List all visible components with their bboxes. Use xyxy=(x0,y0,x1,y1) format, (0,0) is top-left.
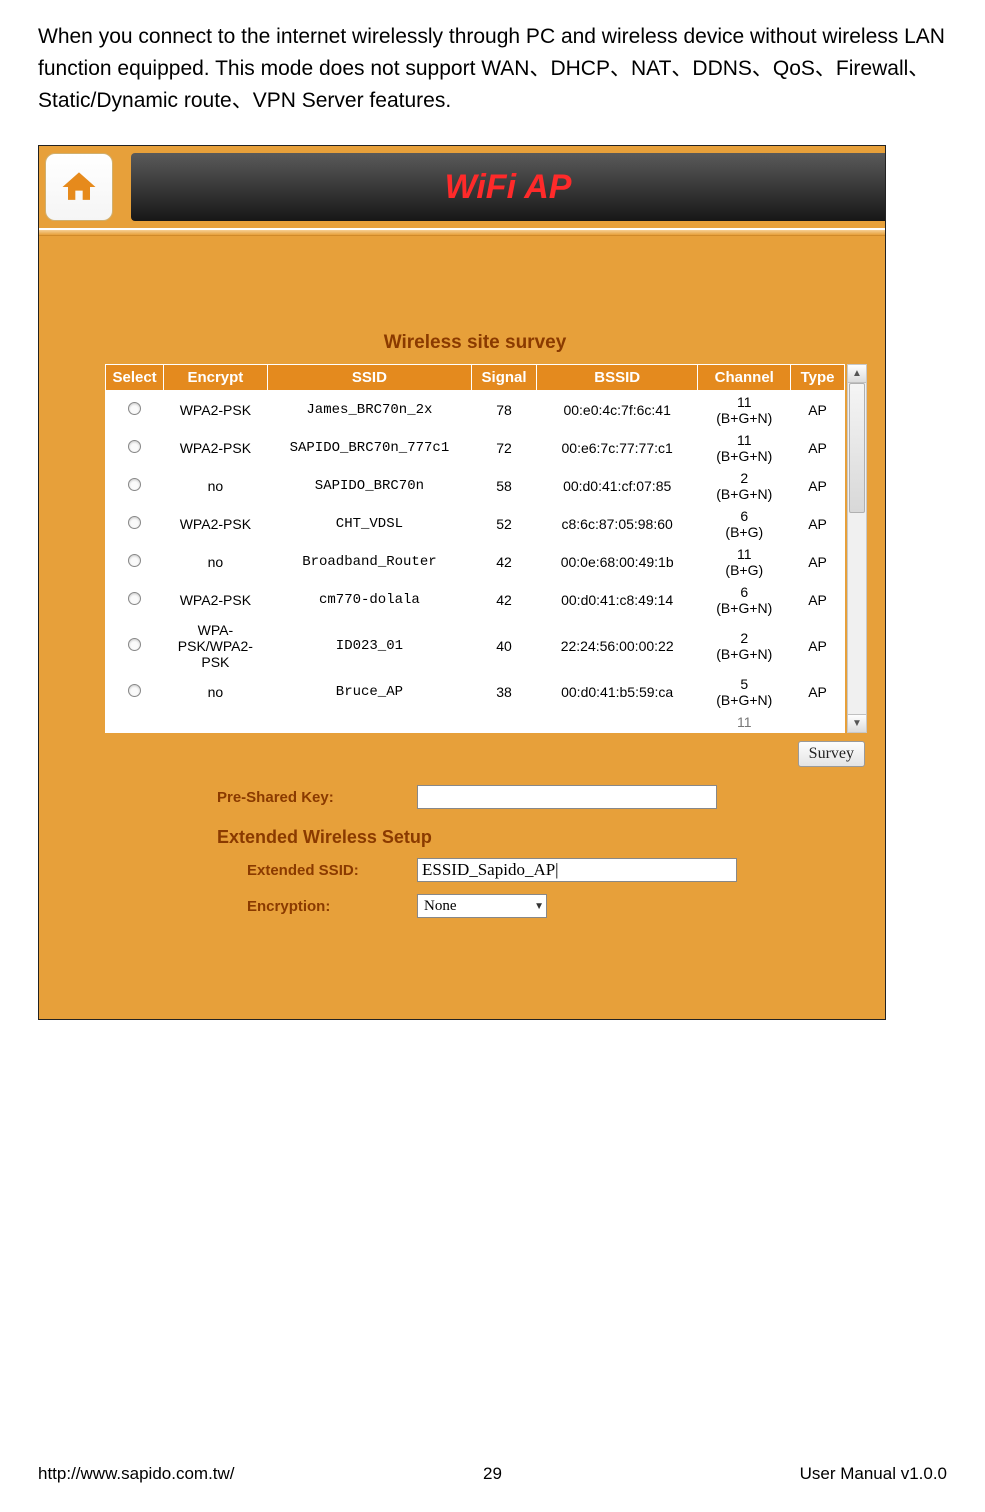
cell-signal: 38 xyxy=(472,673,537,711)
cell-type: AP xyxy=(791,673,845,711)
col-encrypt: Encrypt xyxy=(164,365,267,391)
survey-heading: Wireless site survey xyxy=(105,332,845,354)
table-row: WPA2-PSKSAPIDO_BRC70n_777c17200:e6:7c:77… xyxy=(106,429,845,467)
select-radio[interactable] xyxy=(128,440,141,453)
cell-ssid: CHT_VDSL xyxy=(267,505,472,543)
cell-channel: 6(B+G+N) xyxy=(698,581,791,619)
cell-signal: 42 xyxy=(472,581,537,619)
cell-channel: 2(B+G+N) xyxy=(698,619,791,673)
cell-ssid: ID023_01 xyxy=(267,619,472,673)
cell-channel: 5(B+G+N) xyxy=(698,673,791,711)
page-title: WiFi AP xyxy=(131,153,885,221)
table-row: WPA2-PSKJames_BRC70n_2x7800:e0:4c:7f:6c:… xyxy=(106,391,845,430)
chevron-down-icon: ▼ xyxy=(534,901,544,912)
encryption-label: Encryption: xyxy=(217,898,417,915)
select-radio[interactable] xyxy=(128,478,141,491)
cell-ssid: SAPIDO_BRC70n_777c1 xyxy=(267,429,472,467)
select-radio[interactable] xyxy=(128,554,141,567)
footer-version: User Manual v1.0.0 xyxy=(800,1464,947,1484)
scroll-thumb[interactable] xyxy=(849,383,865,513)
cell-type: AP xyxy=(791,505,845,543)
cell-encrypt: WPA2-PSK xyxy=(164,391,267,430)
cell-channel: 11(B+G+N) xyxy=(698,391,791,430)
cell-channel: 11(B+G) xyxy=(698,543,791,581)
cell-ssid: cm770-dolala xyxy=(267,581,472,619)
select-radio[interactable] xyxy=(128,402,141,415)
cell-encrypt: WPA2-PSK xyxy=(164,581,267,619)
col-signal: Signal xyxy=(472,365,537,391)
cell-encrypt: WPA2-PSK xyxy=(164,429,267,467)
cell-encrypt: no xyxy=(164,467,267,505)
cell-signal: 58 xyxy=(472,467,537,505)
cell-ssid: SAPIDO_BRC70n xyxy=(267,467,472,505)
cell-bssid: 00:d0:41:cf:07:85 xyxy=(536,467,698,505)
cell-channel: 11 xyxy=(698,711,791,733)
cell-signal: 72 xyxy=(472,429,537,467)
cell-bssid: 22:24:56:00:00:22 xyxy=(536,619,698,673)
cell-type: AP xyxy=(791,467,845,505)
cell-ssid: Broadband_Router xyxy=(267,543,472,581)
essid-label: Extended SSID: xyxy=(217,862,417,879)
content-area: Wireless site survey Select Encrypt SSID… xyxy=(39,236,885,918)
encryption-value: None xyxy=(424,898,457,915)
top-bar: WiFi AP xyxy=(39,146,885,228)
cell-bssid: 00:e6:7c:77:77:c1 xyxy=(536,429,698,467)
psk-input[interactable] xyxy=(417,785,717,809)
extended-setup-heading: Extended Wireless Setup xyxy=(217,827,885,848)
survey-button[interactable]: Survey xyxy=(798,741,865,767)
cell-encrypt: WPA-PSK/WPA2-PSK xyxy=(164,619,267,673)
scroll-up-icon[interactable]: ▲ xyxy=(848,365,866,383)
cell-bssid: 00:d0:41:b5:59:ca xyxy=(536,673,698,711)
select-radio[interactable] xyxy=(128,516,141,529)
home-icon[interactable] xyxy=(45,153,113,221)
col-ssid: SSID xyxy=(267,365,472,391)
survey-table: Select Encrypt SSID Signal BSSID Channel… xyxy=(105,364,845,733)
psk-label: Pre-Shared Key: xyxy=(217,789,417,806)
cell-signal: 40 xyxy=(472,619,537,673)
essid-input[interactable] xyxy=(417,858,737,882)
table-row: noBruce_AP3800:d0:41:b5:59:ca5(B+G+N)AP xyxy=(106,673,845,711)
cell-encrypt: WPA2-PSK xyxy=(164,505,267,543)
cell-type: AP xyxy=(791,619,845,673)
cell-encrypt: no xyxy=(164,673,267,711)
cell-ssid: James_BRC70n_2x xyxy=(267,391,472,430)
cell-bssid: 00:e0:4c:7f:6c:41 xyxy=(536,391,698,430)
cell-type: AP xyxy=(791,391,845,430)
table-row: WPA2-PSKCHT_VDSL52c8:6c:87:05:98:606(B+G… xyxy=(106,505,845,543)
table-row: noBroadband_Router4200:0e:68:00:49:1b11(… xyxy=(106,543,845,581)
cell-bssid: 00:0e:68:00:49:1b xyxy=(536,543,698,581)
col-select: Select xyxy=(106,365,164,391)
encryption-select[interactable]: None ▼ xyxy=(417,894,547,918)
cell-ssid: Bruce_AP xyxy=(267,673,472,711)
divider xyxy=(39,228,885,236)
cell-bssid: c8:6c:87:05:98:60 xyxy=(536,505,698,543)
col-type: Type xyxy=(791,365,845,391)
cell-type: AP xyxy=(791,543,845,581)
cell-signal: 52 xyxy=(472,505,537,543)
scrollbar[interactable]: ▲ ▼ xyxy=(847,364,867,733)
select-radio[interactable] xyxy=(128,684,141,697)
cell-signal: 42 xyxy=(472,543,537,581)
col-bssid: BSSID xyxy=(536,365,698,391)
table-row: WPA2-PSKcm770-dolala4200:d0:41:c8:49:146… xyxy=(106,581,845,619)
col-channel: Channel xyxy=(698,365,791,391)
cell-type: AP xyxy=(791,429,845,467)
select-radio[interactable] xyxy=(128,638,141,651)
wifi-ap-screenshot: WiFi AP Wireless site survey Select Encr… xyxy=(38,145,886,1020)
table-row: noSAPIDO_BRC70n5800:d0:41:cf:07:852(B+G+… xyxy=(106,467,845,505)
cell-signal: 78 xyxy=(472,391,537,430)
footer-url: http://www.sapido.com.tw/ xyxy=(38,1464,235,1484)
page-footer: http://www.sapido.com.tw/ 29 User Manual… xyxy=(38,1464,947,1484)
footer-page: 29 xyxy=(483,1464,502,1484)
cell-type: AP xyxy=(791,581,845,619)
cell-bssid: 00:d0:41:c8:49:14 xyxy=(536,581,698,619)
cell-channel: 11(B+G+N) xyxy=(698,429,791,467)
select-radio[interactable] xyxy=(128,592,141,605)
cell-encrypt: no xyxy=(164,543,267,581)
cell-channel: 2(B+G+N) xyxy=(698,467,791,505)
cell-channel: 6(B+G) xyxy=(698,505,791,543)
scroll-down-icon[interactable]: ▼ xyxy=(848,714,866,732)
intro-text: When you connect to the internet wireles… xyxy=(38,21,947,117)
table-row: WPA-PSK/WPA2-PSKID023_014022:24:56:00:00… xyxy=(106,619,845,673)
